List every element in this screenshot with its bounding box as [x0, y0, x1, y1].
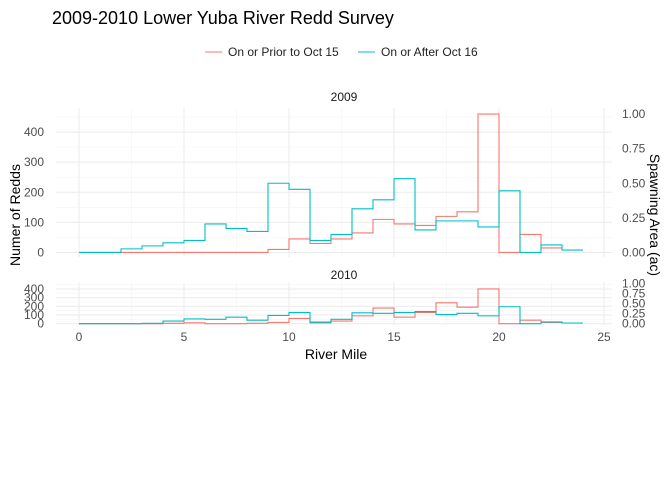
chart-title: 2009-2010 Lower Yuba River Redd Survey [52, 8, 394, 28]
y-right-tick-label: 1.00 [622, 277, 646, 291]
series-line-after [79, 306, 583, 325]
y-tick-label: 100 [24, 215, 44, 229]
x-tick-label: 20 [492, 330, 506, 344]
y-right-tick-label: 0.00 [622, 245, 646, 259]
x-axis-title: River Mile [305, 346, 367, 362]
x-tick-label: 10 [282, 330, 296, 344]
y-tick-label: 300 [24, 155, 44, 169]
series-line-prior [79, 113, 562, 254]
y-right-tick-label: 0.75 [622, 142, 646, 156]
facet-panels: 200901002003004000.000.250.500.751.00201… [24, 90, 646, 344]
y-right-tick-label: 1.00 [622, 107, 646, 121]
facet-label: 2010 [331, 268, 358, 282]
panel-2009: 2009 0 100 200 300 400 0.00 0.25 0.50 0.75 1.00 [24, 90, 646, 259]
y-right-tick-label: 0.25 [622, 211, 646, 225]
y-tick-label: 200 [24, 299, 44, 313]
y-tick-label: 0 [37, 245, 44, 259]
y-right-tick-label: 0.75 [622, 287, 646, 301]
x-tick-label: 0 [76, 330, 83, 344]
x-tick-label: 5 [181, 330, 188, 344]
y-tick-label: 400 [24, 125, 44, 139]
y-tick-label: 200 [24, 185, 44, 199]
series-line-after [79, 178, 583, 254]
y-right-tick-label: 0.25 [622, 307, 646, 321]
y-axis-right-title: Spawning Area (ac) [647, 154, 663, 276]
x-tick-label: 25 [597, 330, 611, 344]
y-tick-label: 100 [24, 308, 44, 322]
legend-label-after: On or After Oct 16 [381, 45, 478, 59]
y-axis-title: Numer of Redds [7, 164, 23, 266]
facet-label: 2009 [331, 90, 358, 104]
y-tick-label: 300 [24, 291, 44, 305]
y-right-tick-label: 0.50 [622, 297, 646, 311]
legend-label-prior: On or Prior to Oct 15 [228, 45, 339, 59]
y-right-tick-label: 0.00 [622, 317, 646, 331]
legend: On or Prior to Oct 15 On or After Oct 16 [205, 45, 478, 59]
y-right-tick-label: 0.50 [622, 176, 646, 190]
y-tick-label: 400 [24, 282, 44, 296]
series-line-prior [79, 288, 562, 325]
y-tick-label: 0 [37, 317, 44, 331]
x-tick-label: 15 [387, 330, 401, 344]
